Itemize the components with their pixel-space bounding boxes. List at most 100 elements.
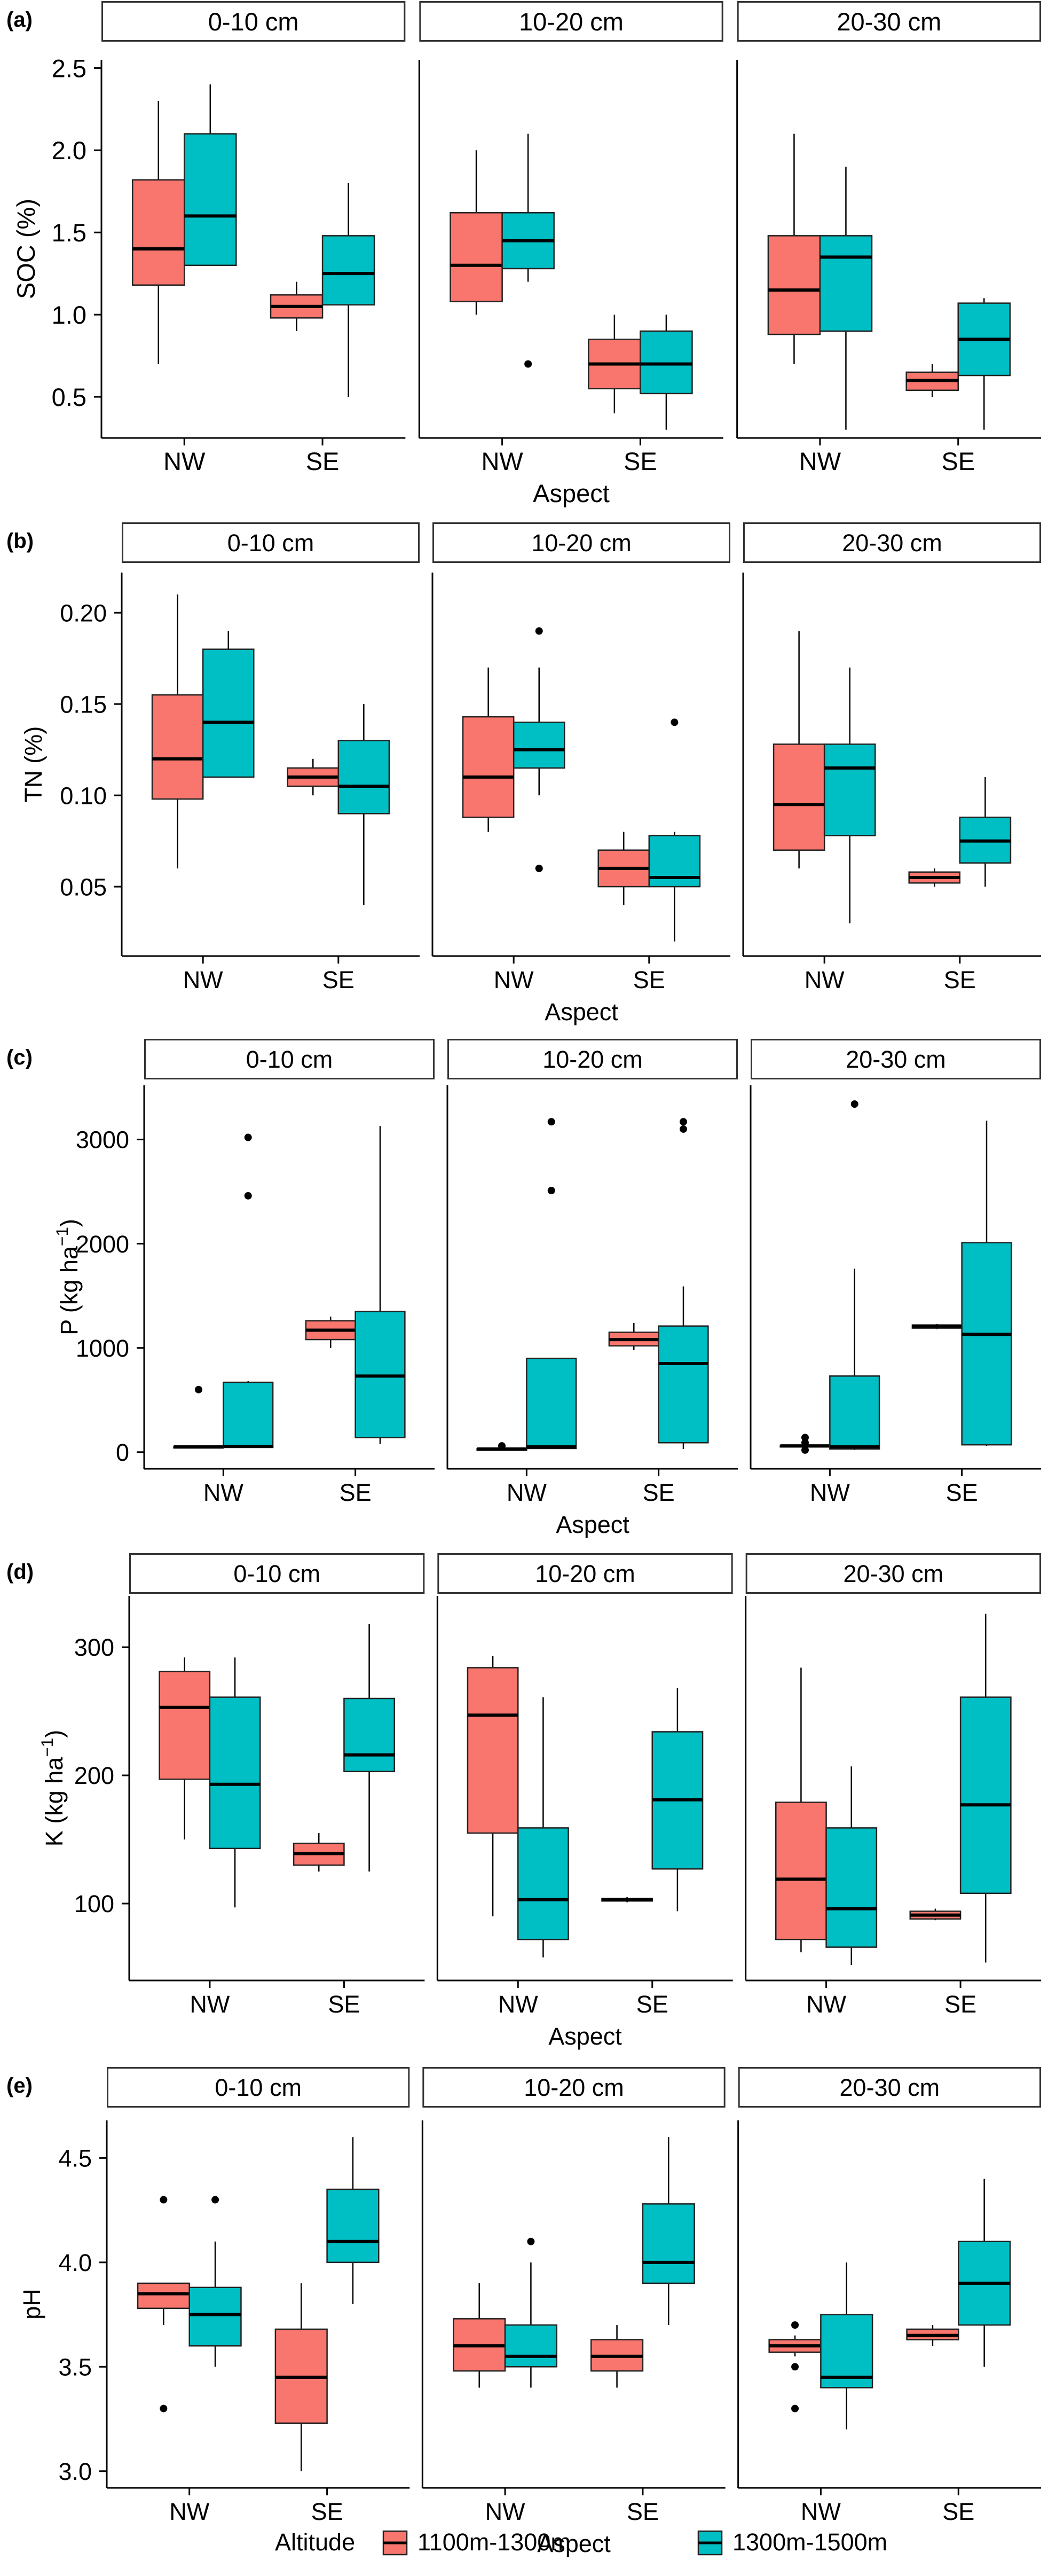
box-se-high	[658, 1118, 709, 1449]
chart-panel-c: (c) 0 1000 2000 3000 P (kg ha−1) Aspect 0-10 cm…	[6, 1039, 1041, 1538]
outlier-point	[801, 1439, 809, 1447]
x-tick-label: SE	[340, 1479, 372, 1506]
box-se-low	[270, 281, 324, 331]
box-nw-low	[773, 631, 825, 868]
y-tick-label: 4.0	[58, 2249, 92, 2276]
facet-label: 0-10 cm	[208, 7, 299, 36]
x-tick-label: NW	[494, 966, 534, 993]
outlier-point	[498, 1442, 506, 1450]
outlier-point	[195, 1385, 202, 1393]
outlier-point	[850, 1100, 858, 1108]
box-se-high	[651, 1688, 704, 1912]
x-axis-title: Aspect	[545, 998, 618, 1025]
box-body	[961, 1242, 1012, 1446]
box-body	[159, 1671, 211, 1780]
outlier-point	[801, 1446, 809, 1454]
x-tick-label: NW	[481, 447, 523, 475]
box-body	[326, 2188, 380, 2264]
facet-label: 0-10 cm	[215, 2074, 302, 2101]
box-body	[640, 330, 693, 395]
box-nw-low	[131, 100, 185, 364]
y-tick-label: 0.15	[60, 691, 107, 718]
box-se-low	[909, 1908, 962, 1921]
box-body	[223, 1381, 274, 1448]
x-tick-label: NW	[163, 447, 206, 475]
facet-strip	[122, 522, 420, 563]
x-axis-title: Aspect	[556, 1511, 629, 1538]
y-axis-title: pH	[18, 2289, 45, 2320]
outlier-point	[680, 1125, 687, 1133]
box-nw-high	[820, 2262, 873, 2430]
x-tick-label: NW	[485, 2498, 525, 2525]
outlier-point	[211, 2196, 219, 2204]
box-body	[467, 1667, 519, 1834]
box-se-low	[305, 1317, 356, 1348]
box-se-low	[274, 2283, 328, 2471]
box-body	[513, 722, 565, 769]
y-tick-label: 2.5	[52, 54, 86, 82]
box-body	[658, 1325, 709, 1444]
box-body	[825, 1827, 878, 1948]
box-body	[184, 133, 237, 267]
y-axis-title-main: P (kg ha	[56, 1246, 83, 1335]
box-nw-low	[151, 594, 204, 868]
box-body	[188, 2287, 242, 2347]
facet-strip	[737, 1, 1041, 42]
y-tick-label: 1000	[76, 1335, 129, 1362]
legend-title: Altitude	[275, 2528, 355, 2556]
y-tick-label: 0.5	[52, 383, 86, 411]
box-nw-high	[202, 631, 255, 778]
box-body	[773, 743, 825, 851]
x-axis-title: Aspect	[548, 2023, 622, 2050]
x-tick-label: NW	[203, 1479, 243, 1506]
y-axis-title-superscript: −1	[37, 1738, 57, 1757]
box-nw-low	[137, 2196, 190, 2413]
box-nw-high	[526, 1118, 577, 1450]
x-tick-label: NW	[169, 2498, 209, 2525]
box-nw-high	[188, 2196, 242, 2367]
facet-label: 10-20 cm	[542, 1046, 643, 1073]
y-axis-title-superscript: −1	[52, 1227, 72, 1246]
outlier-point	[791, 2321, 799, 2329]
box-nw-high	[517, 1697, 569, 1958]
facet-strip	[144, 1039, 435, 1079]
y-tick-label: 3.0	[58, 2458, 92, 2485]
box-body	[526, 1357, 577, 1450]
facet-label: 10-20 cm	[524, 2074, 624, 2101]
facet-strip	[437, 1553, 733, 1594]
facet-label: 20-30 cm	[840, 2074, 940, 2101]
facet-label: 20-30 cm	[837, 7, 941, 36]
box-body	[775, 1802, 827, 1940]
x-tick-label: SE	[946, 1479, 978, 1506]
chart-panel-a: (a) 0.5 1.0 1.5 2.0 2.5 SOC (%) Aspect 0-10 cm NW…	[6, 1, 1041, 507]
facet-label: 10-20 cm	[531, 529, 632, 557]
panel-label: (c)	[6, 1046, 33, 1069]
box-body	[343, 1697, 395, 1773]
outlier-point	[527, 2237, 535, 2245]
x-axis-title: Aspect	[533, 479, 610, 507]
facet-strip	[129, 1553, 425, 1594]
box-nw-high	[209, 1657, 261, 1908]
x-tick-label: NW	[805, 966, 845, 993]
box-nw-high	[823, 667, 876, 923]
panel-label: (a)	[6, 8, 33, 32]
facet-strip	[422, 2067, 726, 2108]
facet-strip	[432, 522, 730, 563]
box-nw-low	[173, 1385, 224, 1449]
outlier-point	[791, 2405, 799, 2413]
facet-label: 10-20 cm	[519, 7, 624, 36]
legend-item-label: 1100m-1300m	[417, 2528, 571, 2556]
y-axis-title-end: )	[41, 1730, 68, 1738]
box-nw-low	[779, 1434, 831, 1454]
box-body	[137, 2282, 190, 2309]
facet-strip	[101, 1, 406, 42]
box-nw-low	[768, 2321, 822, 2413]
facet-strip	[738, 2067, 1041, 2108]
y-tick-label: 0.05	[60, 873, 107, 901]
box-body	[209, 1696, 261, 1850]
box-nw-high	[819, 167, 873, 430]
y-tick-label: 0	[116, 1439, 129, 1466]
box-nw-low	[767, 134, 821, 364]
box-body	[337, 740, 390, 815]
